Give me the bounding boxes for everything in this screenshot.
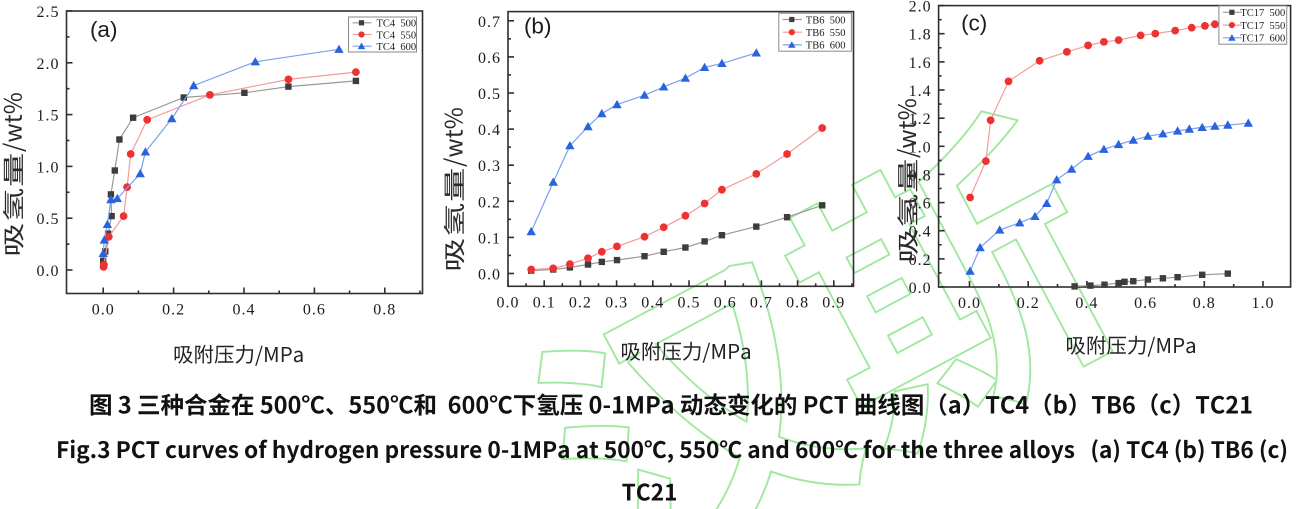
svg-text:0.0: 0.0 <box>909 280 932 297</box>
svg-text:1.0: 1.0 <box>37 159 60 176</box>
svg-text:TB6 600: TB6 600 <box>806 41 846 52</box>
svg-text:0.6: 0.6 <box>909 196 932 213</box>
svg-text:0.2: 0.2 <box>569 294 592 311</box>
svg-text:1.4: 1.4 <box>909 83 932 100</box>
svg-text:1.8: 1.8 <box>909 27 932 44</box>
svg-text:0.0: 0.0 <box>497 294 520 311</box>
svg-text:1.6: 1.6 <box>909 55 932 72</box>
svg-text:0.2: 0.2 <box>162 302 185 319</box>
svg-text:0.3: 0.3 <box>605 294 628 311</box>
svg-text:TB6 550: TB6 550 <box>806 28 846 39</box>
svg-text:TC17 550: TC17 550 <box>1240 21 1285 32</box>
svg-text:(c): (c) <box>961 11 987 36</box>
svg-text:TB6 500: TB6 500 <box>806 15 846 26</box>
svg-text:TC17 500: TC17 500 <box>1240 8 1285 19</box>
svg-text:0.6: 0.6 <box>714 294 737 311</box>
svg-text:0.4: 0.4 <box>1075 295 1098 312</box>
svg-text:0.5: 0.5 <box>37 211 60 228</box>
svg-text:0.6: 0.6 <box>1134 295 1157 312</box>
svg-text:0.5: 0.5 <box>478 86 501 103</box>
svg-text:0.2: 0.2 <box>1017 295 1040 312</box>
svg-text:0.0: 0.0 <box>37 263 60 280</box>
svg-text:0.4: 0.4 <box>478 122 501 139</box>
svg-text:0.1: 0.1 <box>478 230 501 247</box>
svg-text:2.5: 2.5 <box>37 4 60 21</box>
svg-text:1.0: 1.0 <box>1252 295 1275 312</box>
svg-text:0.0: 0.0 <box>92 302 115 319</box>
svg-text:0.1: 0.1 <box>533 294 556 311</box>
svg-text:0.5: 0.5 <box>678 294 701 311</box>
svg-text:0.8: 0.8 <box>786 294 809 311</box>
svg-text:0.4: 0.4 <box>233 302 256 319</box>
svg-text:0.7: 0.7 <box>478 14 501 31</box>
svg-text:0.0: 0.0 <box>478 267 501 284</box>
svg-text:TC4 500: TC4 500 <box>377 19 417 30</box>
svg-text:(a): (a) <box>90 17 118 42</box>
svg-text:(b): (b) <box>524 13 552 38</box>
svg-text:0.3: 0.3 <box>478 158 501 175</box>
svg-text:0.6: 0.6 <box>303 302 326 319</box>
svg-text:0.8: 0.8 <box>1193 295 1216 312</box>
svg-text:0.8: 0.8 <box>373 302 396 319</box>
svg-text:0.7: 0.7 <box>750 294 773 311</box>
svg-text:0.4: 0.4 <box>641 294 664 311</box>
svg-text:0.6: 0.6 <box>478 50 501 67</box>
svg-text:TC4 600: TC4 600 <box>377 42 417 53</box>
svg-text:2.0: 2.0 <box>909 0 932 16</box>
svg-text:0.2: 0.2 <box>478 194 501 211</box>
svg-text:TC17 600: TC17 600 <box>1240 34 1285 45</box>
svg-text:1.5: 1.5 <box>37 108 60 125</box>
svg-text:2.0: 2.0 <box>37 56 60 73</box>
svg-text:0.9: 0.9 <box>822 294 845 311</box>
svg-text:0.0: 0.0 <box>958 295 981 312</box>
svg-text:0.2: 0.2 <box>909 252 932 269</box>
svg-text:TC4 550: TC4 550 <box>377 30 417 41</box>
